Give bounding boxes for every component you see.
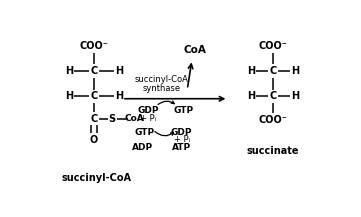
- Text: H: H: [247, 66, 255, 76]
- Text: CoA: CoA: [183, 45, 206, 55]
- Text: O: O: [90, 135, 98, 145]
- Text: H: H: [115, 66, 123, 76]
- FancyArrowPatch shape: [155, 132, 174, 136]
- Text: succinyl-CoA: succinyl-CoA: [134, 75, 188, 84]
- Text: S: S: [109, 114, 116, 124]
- Text: C: C: [91, 66, 98, 76]
- Text: COO⁻: COO⁻: [259, 41, 288, 51]
- Text: H: H: [291, 66, 300, 76]
- Text: C: C: [91, 91, 98, 101]
- Text: H: H: [247, 91, 255, 101]
- Text: ATP: ATP: [172, 143, 191, 152]
- Text: GDP: GDP: [171, 128, 192, 137]
- Text: C: C: [91, 114, 98, 124]
- Text: H: H: [65, 66, 73, 76]
- Text: GTP: GTP: [174, 106, 193, 115]
- Text: GDP: GDP: [137, 106, 159, 115]
- Text: CoA: CoA: [125, 114, 144, 123]
- Text: C: C: [270, 66, 277, 76]
- Text: + Pᵢ: + Pᵢ: [140, 114, 156, 123]
- Text: synthase: synthase: [142, 84, 180, 93]
- Text: H: H: [291, 91, 300, 101]
- Text: COO⁻: COO⁻: [80, 41, 109, 51]
- Text: COO⁻: COO⁻: [259, 115, 288, 125]
- Text: succinyl-CoA: succinyl-CoA: [62, 173, 132, 183]
- Text: H: H: [65, 91, 73, 101]
- Text: succinate: succinate: [247, 146, 299, 156]
- Text: GTP: GTP: [134, 128, 155, 137]
- Text: + Pᵢ: + Pᵢ: [174, 135, 190, 145]
- Text: H: H: [115, 91, 123, 101]
- Text: ADP: ADP: [132, 143, 153, 152]
- Text: C: C: [270, 91, 277, 101]
- FancyArrowPatch shape: [158, 101, 174, 105]
